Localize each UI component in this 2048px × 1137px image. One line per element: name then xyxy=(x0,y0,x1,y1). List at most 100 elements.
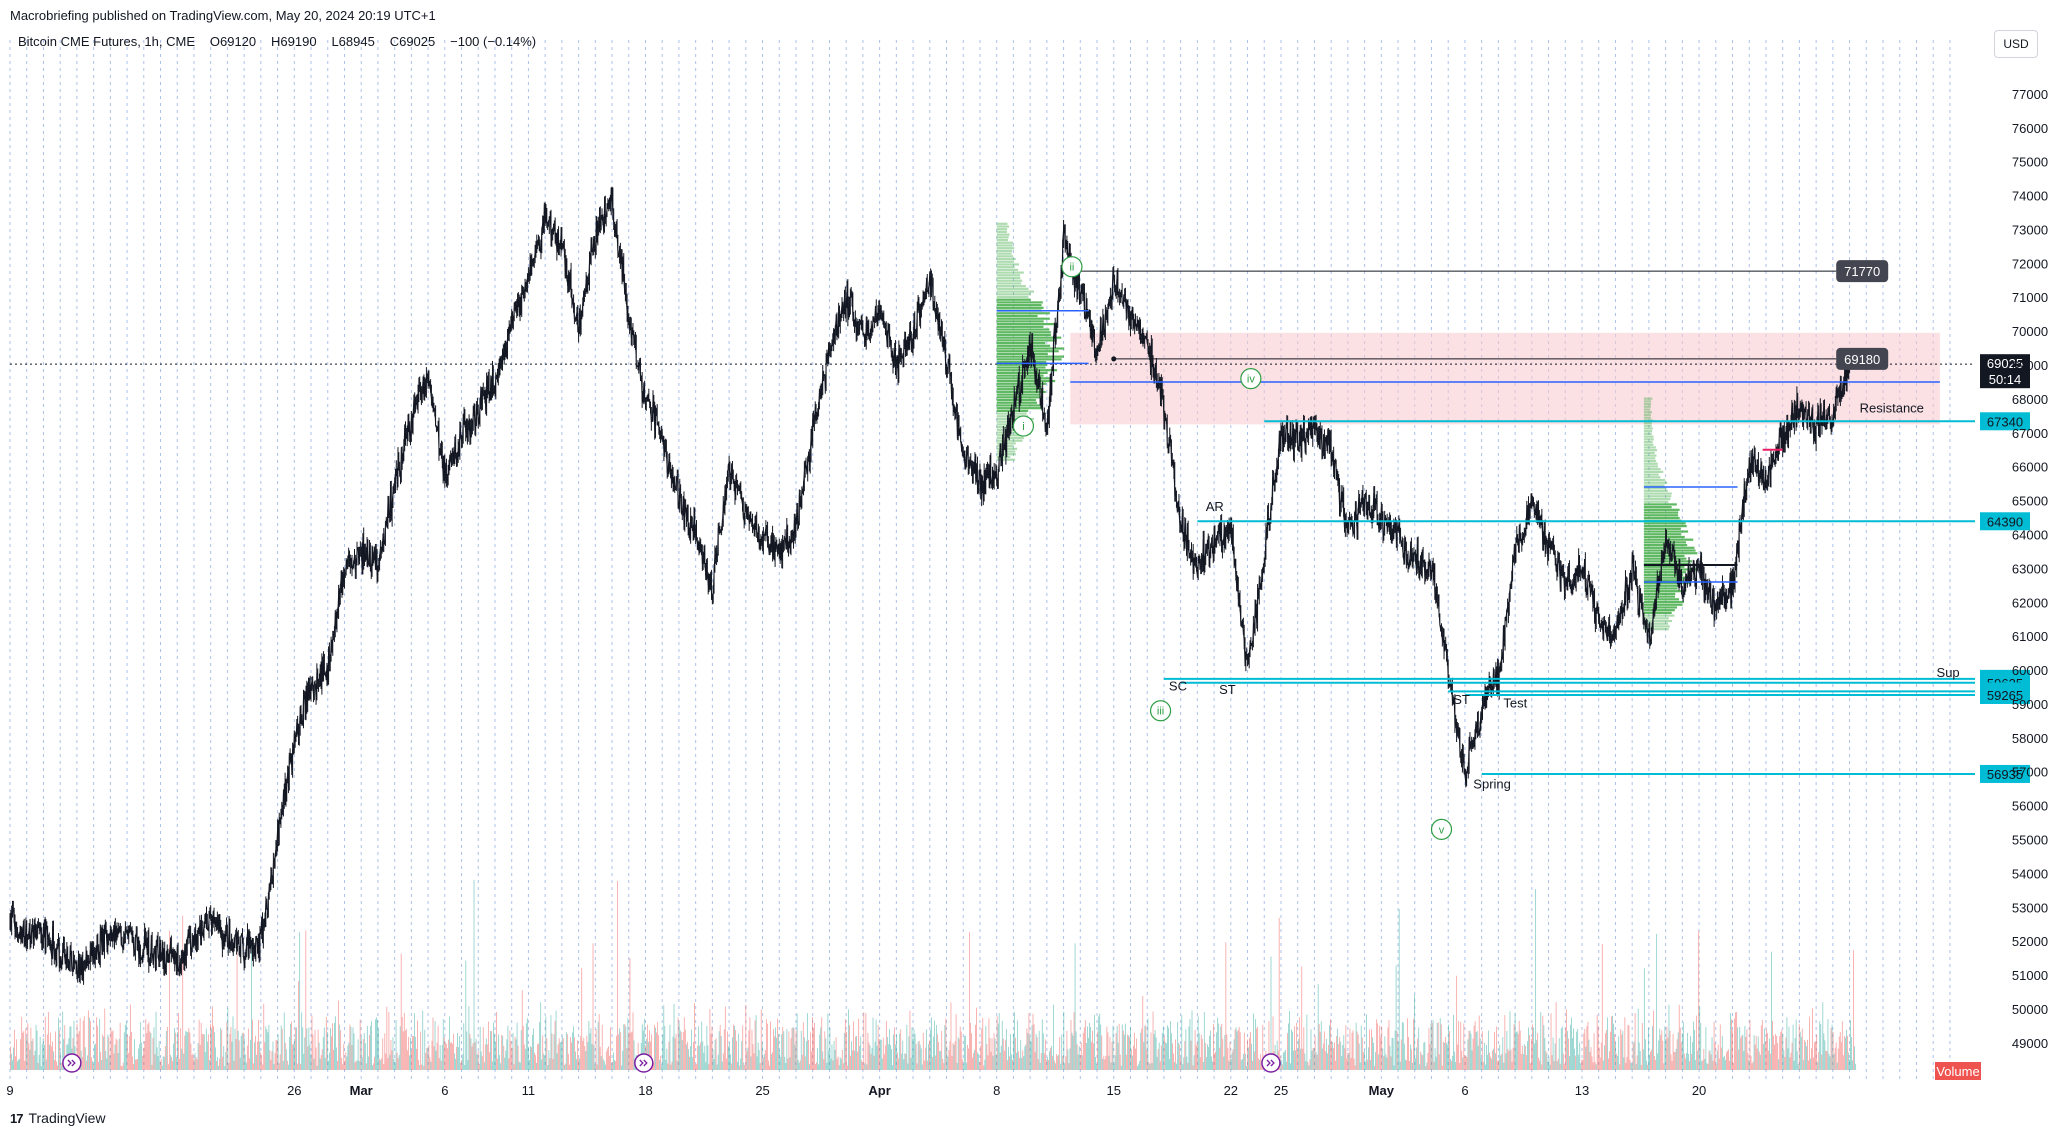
volume-bar xyxy=(330,1027,331,1070)
volume-bar xyxy=(241,1033,243,1070)
volume-bar xyxy=(1672,1033,1674,1070)
volume-bar xyxy=(100,1051,102,1070)
volume-bar xyxy=(501,1034,503,1070)
axis-level-tag-bg xyxy=(1980,685,2030,704)
volume-bar xyxy=(1802,1060,1804,1070)
volume-bar xyxy=(1500,1055,1502,1070)
volume-bar xyxy=(622,1050,624,1070)
volume-bar xyxy=(1003,1050,1005,1070)
volume-bar xyxy=(961,1059,963,1070)
volume-bar xyxy=(1821,1054,1823,1070)
volume-bar xyxy=(873,1055,875,1070)
volume-bar xyxy=(811,1051,812,1070)
volume-bar xyxy=(994,1038,996,1070)
volume-bar xyxy=(1043,1053,1045,1070)
volume-bar xyxy=(1199,1057,1201,1070)
volume-bar xyxy=(202,1034,204,1070)
y-tick-label: 69000 xyxy=(2012,358,2048,373)
volume-bar xyxy=(1193,1055,1195,1070)
volume-bar xyxy=(1480,1057,1482,1070)
profile-bar xyxy=(996,282,1022,285)
volume-bar xyxy=(886,1037,888,1070)
volume-bar xyxy=(298,981,300,1070)
volume-bar xyxy=(532,1034,533,1070)
profile-bar xyxy=(1643,611,1672,614)
volume-bar xyxy=(1223,1056,1225,1070)
volume-bar xyxy=(606,1048,608,1070)
volume-bar xyxy=(1798,1024,1800,1070)
volume-bar xyxy=(1475,1032,1477,1070)
volume-bar xyxy=(1433,1061,1435,1070)
volume-bar xyxy=(517,1045,519,1070)
volume-bar xyxy=(740,1058,742,1070)
volume-bar xyxy=(149,1031,151,1070)
volume-bar xyxy=(1640,1064,1642,1070)
volume-bar xyxy=(794,1044,796,1070)
volume-bar xyxy=(1190,1040,1192,1070)
tradingview-logo[interactable]: 17 TradingView xyxy=(10,1110,106,1126)
volume-bar xyxy=(610,1027,611,1070)
volume-bar xyxy=(261,1055,263,1070)
symbol-name[interactable]: Bitcoin CME Futures, 1h, CME xyxy=(18,34,195,49)
volume-bar xyxy=(534,1052,535,1070)
volume-bar xyxy=(1405,1060,1407,1070)
volume-bar xyxy=(671,1061,673,1070)
volume-bar xyxy=(503,1045,505,1070)
profile-bar xyxy=(1643,628,1669,631)
volume-bar xyxy=(539,1022,541,1070)
volume-bar xyxy=(356,1060,358,1070)
volume-bar xyxy=(1496,1026,1498,1070)
currency-button[interactable]: USD xyxy=(1994,30,2038,58)
volume-bar xyxy=(1553,1061,1555,1070)
volume-bar xyxy=(1592,1062,1594,1070)
volume-bar xyxy=(1755,1036,1757,1070)
volume-bar xyxy=(977,1052,979,1070)
profile-bar xyxy=(1643,587,1678,590)
x-tick-label: 15 xyxy=(1107,1083,1121,1098)
volume-bar xyxy=(127,1052,129,1070)
profile-bar xyxy=(1643,424,1652,427)
volume-bar xyxy=(351,1044,353,1070)
volume-bar xyxy=(1693,1021,1694,1070)
volume-bar xyxy=(254,1042,255,1070)
profile-bar xyxy=(1643,451,1655,455)
volume-bar xyxy=(496,1011,497,1070)
bar-countdown-label: 50:14 xyxy=(1989,372,2022,387)
volume-bar xyxy=(1300,1048,1302,1070)
volume-bar xyxy=(1191,1010,1193,1070)
volume-bar xyxy=(756,1056,758,1070)
volume-bar xyxy=(1307,1061,1309,1070)
volume-bar xyxy=(1115,1033,1117,1070)
volume-bar xyxy=(1154,1030,1156,1070)
volume-bar xyxy=(392,1037,394,1070)
volume-bar xyxy=(1152,1011,1154,1070)
volume-bar xyxy=(279,1054,281,1070)
volume-bar xyxy=(1479,1038,1481,1070)
volume-bar xyxy=(17,1061,18,1070)
volume-bar xyxy=(1226,1034,1228,1070)
volume-bar xyxy=(1489,1052,1490,1070)
volume-bar xyxy=(960,1031,962,1070)
volume-bar xyxy=(1208,1047,1209,1070)
volume-bar xyxy=(396,1052,398,1070)
volume-bar xyxy=(1609,1051,1610,1070)
volume-bar xyxy=(1848,1052,1849,1070)
volume-bar xyxy=(1268,1021,1270,1070)
volume-bar xyxy=(1658,1040,1660,1070)
volume-bar xyxy=(1030,1041,1032,1070)
volume-bar xyxy=(469,1033,471,1070)
volume-bar xyxy=(558,1038,560,1070)
volume-bar xyxy=(1073,1012,1075,1070)
volume-bar xyxy=(1028,1013,1030,1070)
volume-bar xyxy=(533,1028,534,1070)
volume-bar xyxy=(617,880,619,1070)
volume-bar xyxy=(1742,1034,1744,1070)
volume-bar xyxy=(1393,1065,1395,1070)
volume-bar xyxy=(170,1055,171,1070)
volume-bar xyxy=(1432,1020,1434,1070)
volume-bar xyxy=(1042,1033,1044,1070)
volume-bar xyxy=(814,1022,815,1070)
volume-bar xyxy=(798,1062,800,1070)
volume-bar xyxy=(1716,1050,1718,1070)
